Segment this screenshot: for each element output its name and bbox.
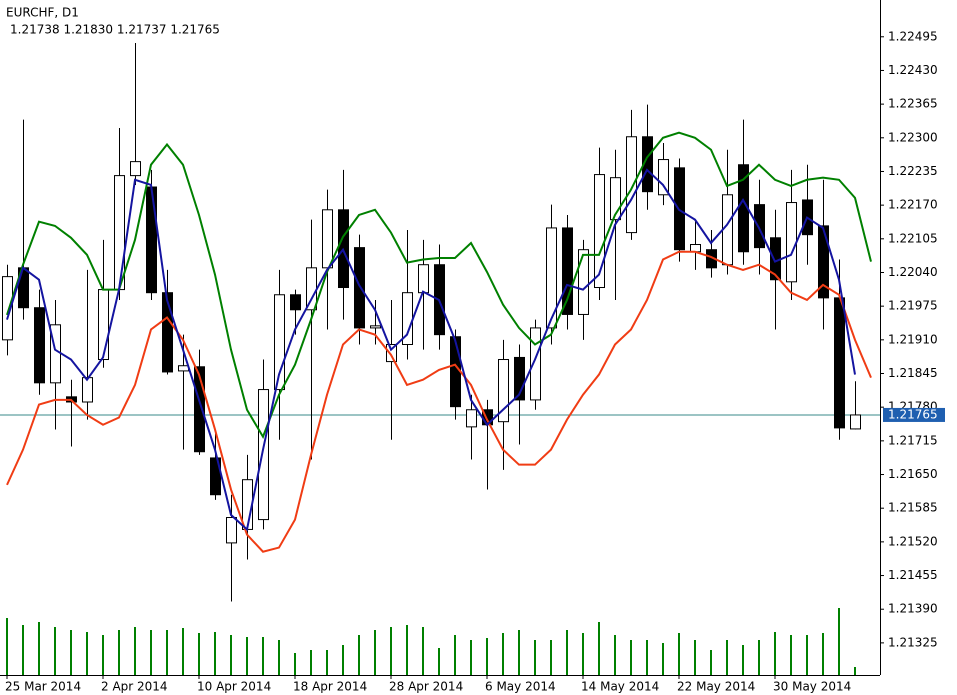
candle-body [546,227,557,329]
candle-body [786,202,797,283]
candle-body [690,244,701,253]
x-tick-label: 25 Mar 2014 [5,680,81,694]
y-tick-label: 1.22235 [888,164,938,178]
current-price-box [883,407,945,422]
candle-body [466,409,477,428]
candle-body [210,457,221,496]
y-tick-label: 1.22365 [888,97,938,111]
x-tick-label: 6 May 2014 [485,680,556,694]
candle-body [594,174,605,289]
candle-body [82,377,93,403]
candle-body [114,175,125,291]
candle-body [370,325,381,329]
y-tick-label: 1.21390 [888,602,938,616]
candle-body [834,297,845,429]
candle-body [322,209,333,269]
candle-body [290,294,301,311]
y-tick-label: 1.22300 [888,130,938,144]
x-tick-label: 28 Apr 2014 [389,680,463,694]
candle-body [2,276,13,341]
candle-body [162,292,173,373]
candle-body [354,247,365,329]
candle-body [498,359,509,423]
x-tick-label: 10 Apr 2014 [197,680,271,694]
x-tick-label: 18 Apr 2014 [293,680,367,694]
x-tick-label: 2 Apr 2014 [101,680,168,694]
candle-body [418,264,429,294]
candle-body [258,389,269,521]
y-tick-label: 1.22105 [888,231,938,245]
chart-title: EURCHF, D1 [6,6,79,20]
y-tick-label: 1.22170 [888,198,938,212]
candle-body [530,327,541,401]
x-tick-label: 22 May 2014 [677,680,755,694]
candle-body [450,336,461,408]
x-tick-label: 30 May 2014 [773,680,851,694]
y-tick-label: 1.21715 [888,433,938,447]
candle-body [818,225,829,299]
candle-body [194,366,205,453]
y-tick-label: 1.22040 [888,265,938,279]
candle-body [34,307,45,384]
candle-body [226,517,237,544]
candle-body [98,289,109,361]
candle-body [130,161,141,177]
candle-body [386,343,397,363]
y-tick-label: 1.22495 [888,29,938,43]
y-tick-label: 1.21650 [888,467,938,481]
candle-body [610,177,621,221]
indicator-line [6,250,872,553]
candle-body [626,136,637,234]
y-tick-label: 1.21910 [888,332,938,346]
candle-body [754,204,765,249]
y-tick-label: 1.21845 [888,366,938,380]
candle-body [146,186,157,294]
current-price-label: 1.21765 [888,407,938,421]
y-tick-label: 1.21455 [888,568,938,582]
candle-body [578,249,589,315]
candle-body [178,365,189,372]
candle-body [274,294,285,391]
y-tick-label: 1.21520 [888,534,938,548]
y-tick-label: 1.21585 [888,501,938,515]
y-tick-label: 1.21325 [888,635,938,649]
indicator-line [6,131,872,439]
candle-body [850,414,861,430]
candle-body [722,194,733,266]
y-tick-label: 1.22430 [888,63,938,77]
candle-body [642,136,653,193]
y-tick-label: 1.21975 [888,299,938,313]
indicator-line [6,168,856,532]
candle-body [514,356,525,401]
candle-body [658,159,669,196]
x-tick-label: 14 May 2014 [581,680,659,694]
candle-body [562,227,573,315]
ohlc-info: 1.21738 1.21830 1.21737 1.21765 [10,23,220,37]
